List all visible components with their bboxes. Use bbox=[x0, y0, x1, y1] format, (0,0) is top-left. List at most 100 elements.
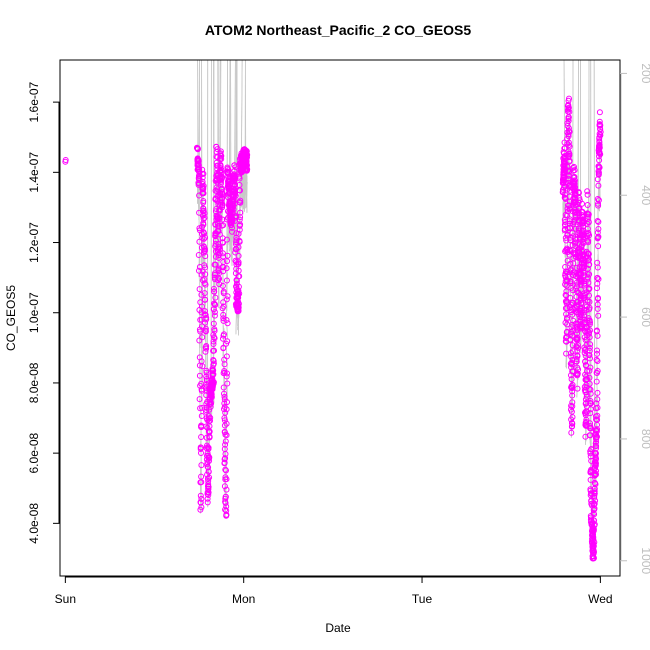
data-point bbox=[223, 420, 230, 427]
data-point bbox=[595, 312, 602, 319]
data-point bbox=[586, 432, 593, 439]
data-point bbox=[595, 276, 602, 283]
data-point bbox=[569, 399, 576, 406]
data-point bbox=[567, 260, 574, 267]
data-point bbox=[200, 216, 207, 222]
data-point bbox=[197, 506, 204, 513]
data-point bbox=[593, 327, 600, 334]
data-point bbox=[594, 285, 600, 292]
data-point bbox=[212, 276, 218, 283]
data-point bbox=[568, 360, 575, 367]
data-point bbox=[200, 221, 207, 228]
data-point bbox=[587, 410, 594, 417]
data-point bbox=[224, 320, 231, 327]
data-point bbox=[568, 350, 575, 356]
data-point bbox=[203, 407, 210, 414]
data-point bbox=[200, 182, 207, 189]
data-point bbox=[584, 202, 591, 208]
data-point bbox=[574, 385, 581, 392]
data-point bbox=[217, 163, 224, 170]
data-point bbox=[562, 274, 569, 281]
pressure-trace bbox=[199, 261, 201, 266]
data-point bbox=[223, 296, 230, 303]
data-point bbox=[230, 206, 237, 213]
data-point bbox=[591, 501, 597, 508]
data-point bbox=[585, 286, 592, 293]
data-point bbox=[565, 104, 572, 111]
data-point bbox=[223, 236, 230, 243]
data-point bbox=[232, 249, 239, 256]
data-point bbox=[237, 197, 244, 204]
y-tick-label: 6.0e-08 bbox=[27, 432, 41, 473]
data-point bbox=[571, 167, 578, 174]
pressure-trace bbox=[596, 402, 598, 404]
pressure-tick-label: 1000 bbox=[639, 547, 650, 574]
data-point bbox=[202, 234, 208, 241]
data-point bbox=[229, 218, 236, 225]
pressure-axis: 200 400 600 800 1000 bbox=[620, 63, 650, 574]
data-point bbox=[225, 170, 232, 177]
data-point bbox=[223, 503, 230, 510]
data-point bbox=[586, 232, 593, 239]
data-point bbox=[220, 239, 226, 246]
data-point bbox=[223, 373, 230, 380]
data-point bbox=[566, 202, 573, 209]
data-point bbox=[566, 157, 573, 164]
data-point bbox=[199, 174, 206, 181]
data-point bbox=[567, 278, 574, 284]
y-tick-label: 8.0e-08 bbox=[27, 362, 41, 403]
y-axis: 4.0e-08 6.0e-08 8.0e-08 1.0e-07 1.2e-07 1.4e-… bbox=[27, 81, 60, 544]
data-point bbox=[211, 327, 218, 334]
data-point bbox=[196, 267, 202, 274]
data-point bbox=[570, 180, 577, 187]
data-point bbox=[564, 314, 571, 321]
data-point bbox=[218, 167, 225, 174]
data-point bbox=[202, 328, 209, 335]
data-point bbox=[586, 262, 592, 268]
data-point bbox=[205, 446, 212, 452]
data-point bbox=[587, 425, 594, 432]
data-point bbox=[583, 391, 590, 398]
data-point bbox=[569, 403, 576, 410]
data-point bbox=[594, 264, 601, 271]
data-point bbox=[196, 396, 203, 403]
data-point bbox=[235, 244, 242, 251]
data-point bbox=[593, 356, 600, 363]
y-tick-label: 4.0e-08 bbox=[27, 503, 41, 544]
pressure-trace bbox=[222, 328, 225, 343]
data-point bbox=[592, 456, 599, 463]
data-point bbox=[592, 470, 599, 477]
data-point bbox=[587, 399, 594, 406]
data-point bbox=[211, 309, 218, 316]
data-point bbox=[237, 199, 244, 206]
data-point bbox=[568, 353, 575, 360]
data-point bbox=[565, 139, 572, 146]
data-point bbox=[235, 267, 242, 274]
data-point bbox=[211, 288, 218, 295]
data-point bbox=[596, 109, 603, 116]
data-point bbox=[586, 298, 593, 305]
data-point bbox=[560, 162, 567, 169]
data-point bbox=[580, 234, 587, 241]
data-point bbox=[586, 321, 593, 328]
data-point bbox=[572, 225, 579, 232]
data-point bbox=[198, 413, 205, 419]
y-tick-label: 1.4e-07 bbox=[27, 152, 41, 193]
data-point bbox=[196, 372, 203, 379]
data-point bbox=[196, 238, 203, 245]
y-tick-label: 1.0e-07 bbox=[27, 292, 41, 333]
data-point bbox=[219, 250, 226, 257]
data-point bbox=[223, 406, 230, 413]
data-point bbox=[595, 243, 602, 250]
data-point bbox=[199, 334, 206, 341]
data-point bbox=[570, 287, 576, 294]
data-point bbox=[221, 459, 228, 466]
data-point bbox=[583, 393, 590, 400]
data-point bbox=[594, 412, 601, 419]
data-point bbox=[574, 336, 581, 342]
data-point bbox=[212, 302, 219, 308]
data-point bbox=[583, 418, 590, 425]
data-point bbox=[583, 403, 590, 410]
data-point bbox=[587, 341, 594, 348]
